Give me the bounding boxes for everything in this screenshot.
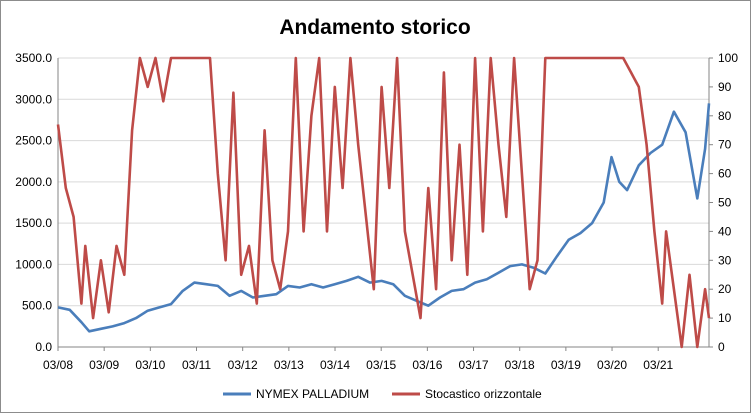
x-tick-label: 03/21	[643, 358, 673, 372]
x-tick-label: 03/13	[274, 358, 304, 372]
x-tick-label: 03/16	[412, 358, 442, 372]
y-left-tick-label: 2500.0	[15, 134, 52, 148]
x-tick-label: 03/19	[551, 358, 581, 372]
y-left-tick-label: 1500.0	[15, 216, 52, 230]
y-right-tick-label: 70	[718, 138, 732, 152]
series-line-1	[56, 56, 711, 349]
x-tick-label: 03/15	[366, 358, 396, 372]
y-left-tick-label: 1000.0	[15, 257, 52, 271]
x-tick-label: 03/14	[320, 358, 350, 372]
x-tick-label: 03/17	[459, 358, 489, 372]
y-left-tick-label: 2000.0	[15, 175, 52, 189]
y-right-tick-label: 0	[718, 340, 725, 354]
legend-label-1: Stocastico orizzontale	[425, 387, 542, 401]
x-tick-label: 03/08	[43, 358, 73, 372]
x-tick-label: 03/10	[135, 358, 165, 372]
x-tick-label: 03/09	[89, 358, 119, 372]
y-right-tick-label: 30	[718, 253, 732, 267]
y-left-tick-label: 3000.0	[15, 92, 52, 106]
y-right-tick-label: 90	[718, 80, 732, 94]
y-right-tick-label: 60	[718, 167, 732, 181]
x-tick-label: 03/18	[505, 358, 535, 372]
series-line-0	[57, 103, 711, 333]
x-tick-label: 03/11	[182, 358, 211, 372]
y-right-tick-label: 40	[718, 224, 732, 238]
legend: NYMEX PALLADIUM Stocastico orizzontale	[223, 387, 542, 401]
y-right-tick-label: 100	[718, 51, 738, 65]
legend-label-0: NYMEX PALLADIUM	[256, 387, 369, 401]
x-tick-label: 03/12	[228, 358, 258, 372]
y-left-tick-label: 0.0	[35, 340, 52, 354]
y-right-tick-label: 20	[718, 282, 732, 296]
x-tick-label: 03/20	[597, 358, 627, 372]
y-right-tick-label: 50	[718, 196, 732, 210]
y-left-tick-label: 500.0	[22, 299, 52, 313]
y-right-tick-label: 10	[718, 311, 732, 325]
series-lines	[56, 56, 711, 349]
y-left-tick-label: 3500.0	[15, 51, 52, 65]
chart-title: Andamento storico	[279, 16, 470, 39]
y-right-tick-label: 80	[718, 109, 732, 123]
